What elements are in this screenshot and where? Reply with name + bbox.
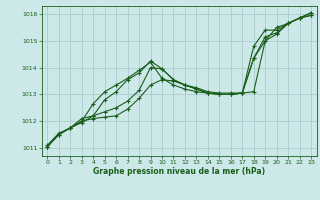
X-axis label: Graphe pression niveau de la mer (hPa): Graphe pression niveau de la mer (hPa) — [93, 167, 265, 176]
